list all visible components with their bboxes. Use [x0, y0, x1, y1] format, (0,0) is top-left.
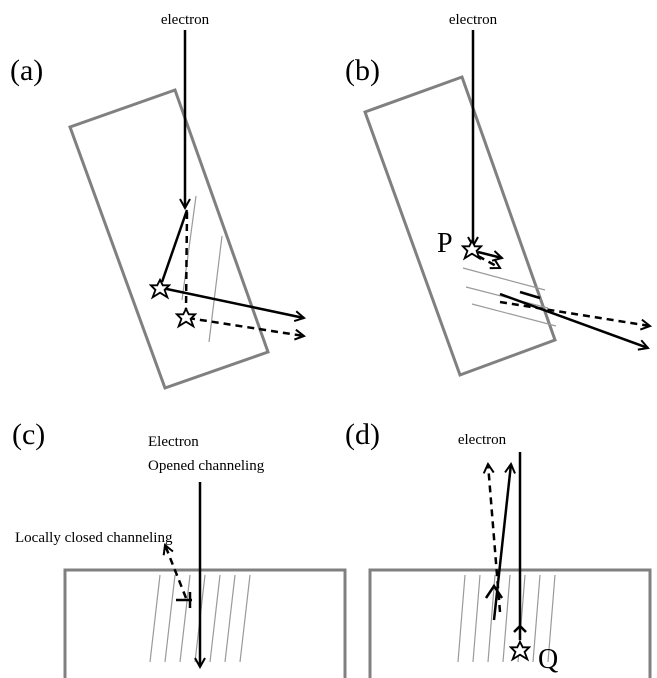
diagram: (a) electron (b) electron P (c) Electron…	[0, 0, 657, 678]
star	[177, 309, 195, 326]
plane	[209, 236, 222, 342]
panel-b: (b) electron P	[345, 12, 650, 375]
crystal	[365, 77, 555, 375]
star	[511, 642, 529, 659]
arrow	[162, 210, 187, 282]
arrow	[188, 318, 304, 336]
panel-label: (d)	[345, 418, 380, 451]
panel-d: (d) electron Q	[345, 418, 650, 678]
panel-label: (c)	[12, 418, 45, 451]
label: Electron	[148, 434, 199, 450]
star	[151, 280, 169, 297]
arrow	[186, 212, 187, 310]
panel-label: (b)	[345, 54, 380, 87]
panel-c: (c) Electron Opened channeling Locally c…	[12, 418, 345, 678]
label: Q	[538, 644, 558, 675]
panel-a: (a) electron	[10, 12, 304, 388]
label: electron	[449, 12, 498, 28]
crystal	[65, 570, 345, 678]
label: Locally closed channeling	[15, 530, 173, 546]
label: electron	[161, 12, 210, 28]
plane	[182, 196, 196, 300]
arrow	[500, 294, 648, 348]
label: P	[437, 228, 453, 259]
crystal	[370, 570, 650, 678]
panel-label: (a)	[10, 54, 43, 87]
label: Opened channeling	[148, 458, 265, 474]
crystal	[70, 90, 268, 388]
label: electron	[458, 432, 507, 448]
